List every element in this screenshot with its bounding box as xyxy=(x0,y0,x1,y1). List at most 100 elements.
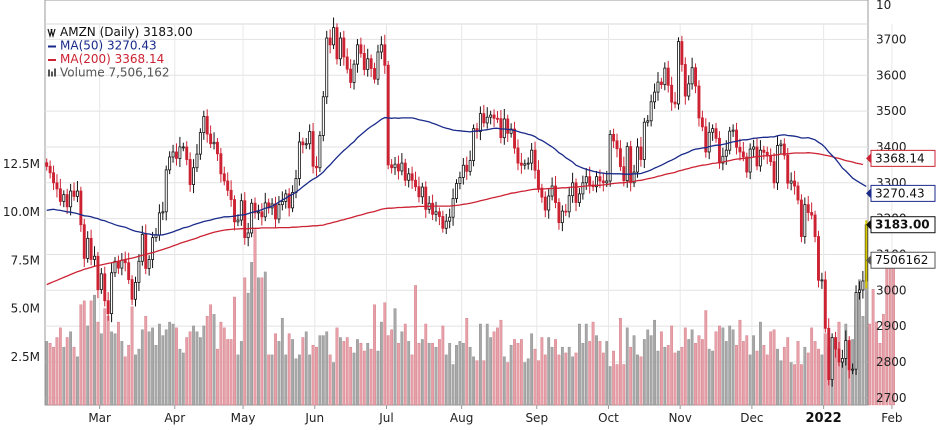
volume-bar xyxy=(574,352,578,406)
volume-bar xyxy=(748,354,752,406)
volume-bar xyxy=(229,339,233,406)
volume-bar xyxy=(612,350,615,406)
volume-bar xyxy=(400,331,404,406)
candle-body xyxy=(321,96,325,136)
volume-bar xyxy=(161,335,165,406)
volume-bar xyxy=(117,321,120,406)
volume-bar xyxy=(707,348,711,406)
volume-bar xyxy=(523,362,527,406)
candle-body xyxy=(564,210,568,213)
candle-body xyxy=(601,180,605,184)
volume-bar xyxy=(420,339,424,406)
volume-bar xyxy=(410,354,414,406)
volume-bar xyxy=(202,325,206,406)
price-tick-label: 2900 xyxy=(876,319,907,333)
volume-bars xyxy=(45,229,896,406)
volume-bar xyxy=(154,345,158,406)
volume-bar xyxy=(298,354,301,406)
candle-body xyxy=(636,146,639,173)
candle-body xyxy=(277,204,281,220)
volume-bar xyxy=(595,335,598,406)
volume-bar xyxy=(864,273,868,406)
candle-body xyxy=(52,172,55,184)
candle-body xyxy=(116,260,120,269)
candle-body xyxy=(243,200,247,239)
candle-body xyxy=(806,204,810,213)
candle-body xyxy=(595,176,598,188)
candle-body xyxy=(151,237,155,260)
volume-bar xyxy=(96,321,100,406)
volume-bar xyxy=(188,331,192,406)
candle-body xyxy=(786,154,790,184)
candle-body xyxy=(400,162,404,172)
candle-body xyxy=(820,279,824,282)
volume-bar xyxy=(762,345,766,406)
volume-bar xyxy=(506,362,510,406)
candle-body xyxy=(513,128,517,149)
candle-body xyxy=(318,135,322,169)
volume-bar xyxy=(738,319,742,406)
candle-body xyxy=(707,131,711,153)
candle-body xyxy=(345,56,349,70)
candle-body xyxy=(782,143,786,156)
volume-bar xyxy=(407,341,411,406)
volume-bar xyxy=(601,352,605,406)
volume-bar xyxy=(86,325,90,406)
x-tick-label: Jul xyxy=(378,411,393,425)
volume-bar xyxy=(171,323,175,406)
volume-bar xyxy=(328,354,332,406)
volume-bar xyxy=(134,354,137,406)
candle-body xyxy=(837,348,841,363)
candle-body xyxy=(161,211,165,214)
candle-body xyxy=(212,141,216,145)
candle-body xyxy=(731,129,735,132)
price-tag-pointer xyxy=(866,219,871,230)
candle-body xyxy=(502,118,506,139)
candle-body xyxy=(612,134,616,142)
volume-bar xyxy=(786,337,790,406)
candle-body xyxy=(373,68,377,80)
candle-body xyxy=(663,67,667,85)
volume-bar xyxy=(321,335,325,406)
candle-body xyxy=(765,151,769,156)
candle-body xyxy=(465,164,469,172)
volume-bar xyxy=(82,300,86,406)
volume-bar xyxy=(571,356,575,406)
candle-body xyxy=(192,167,196,185)
candle-body xyxy=(239,200,243,221)
volume-bar xyxy=(315,346,318,406)
candle-body xyxy=(219,153,223,175)
candle-body xyxy=(263,202,267,218)
candle-body xyxy=(581,182,585,195)
volume-bar xyxy=(376,350,380,406)
price-tick-label: 2800 xyxy=(876,355,907,369)
volume-bar xyxy=(263,271,267,406)
volume-bar xyxy=(724,341,728,406)
candle-body xyxy=(455,183,458,199)
candle-body xyxy=(82,224,86,259)
volume-bar xyxy=(482,360,486,406)
volume-bar xyxy=(680,346,684,406)
candle-body xyxy=(434,211,438,215)
volume-bar xyxy=(489,337,493,406)
candle-body xyxy=(48,165,52,174)
volume-bar xyxy=(465,318,469,406)
candle-body xyxy=(810,212,814,216)
volume-bar xyxy=(502,356,506,406)
volume-bar xyxy=(356,339,359,406)
x-tick-label: Apr xyxy=(164,411,185,425)
volume-bar xyxy=(752,335,755,406)
volume-bar xyxy=(875,321,878,406)
candle-body xyxy=(420,186,424,198)
candle-body xyxy=(772,161,776,184)
x-tick-label: 2022 xyxy=(806,411,842,426)
candle-body xyxy=(711,128,715,133)
candle-body xyxy=(728,130,732,151)
candle-body xyxy=(62,194,66,202)
candle-body xyxy=(844,340,848,359)
candle-body xyxy=(304,143,308,146)
candle-body xyxy=(366,58,370,70)
volume-bar xyxy=(537,360,540,406)
volume-bar xyxy=(769,331,773,406)
price-tick-label-top: 10 xyxy=(876,0,891,12)
